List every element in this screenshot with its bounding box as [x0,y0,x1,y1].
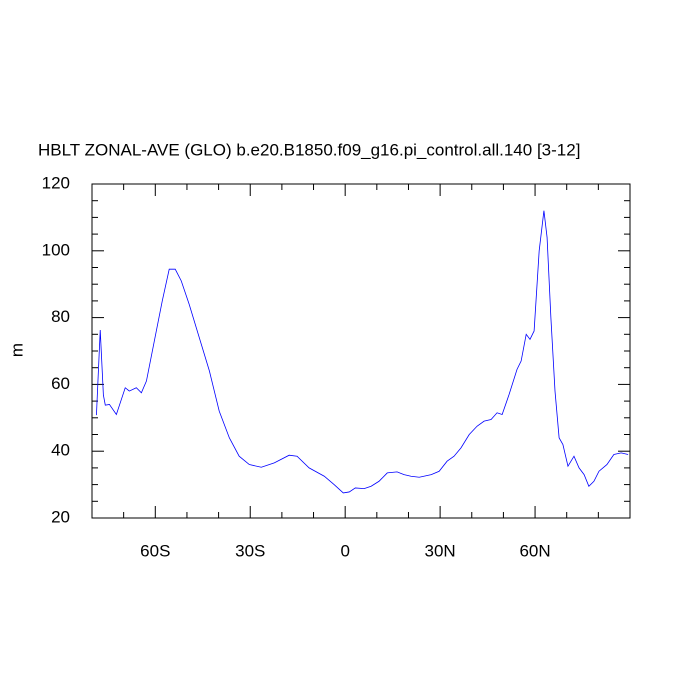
y-tick-label: 100 [42,240,70,259]
data-line [96,210,629,494]
y-tick-label: 80 [51,307,70,326]
y-tick-label: 20 [51,507,70,526]
x-tick-label: 60S [140,541,170,560]
x-tick-label: 60N [519,541,550,560]
x-tick-label: 0 [340,541,349,560]
y-tick-label: 120 [42,173,70,192]
y-tick-label: 40 [51,441,70,460]
x-tick-label: 30S [235,541,265,560]
x-tick-label: 30N [425,541,456,560]
plot-frame [91,183,631,519]
chart-title: HBLT ZONAL-AVE (GLO) b.e20.B1850.f09_g16… [38,140,580,159]
y-tick-label: 60 [51,374,70,393]
y-axis-label: m [7,343,26,357]
